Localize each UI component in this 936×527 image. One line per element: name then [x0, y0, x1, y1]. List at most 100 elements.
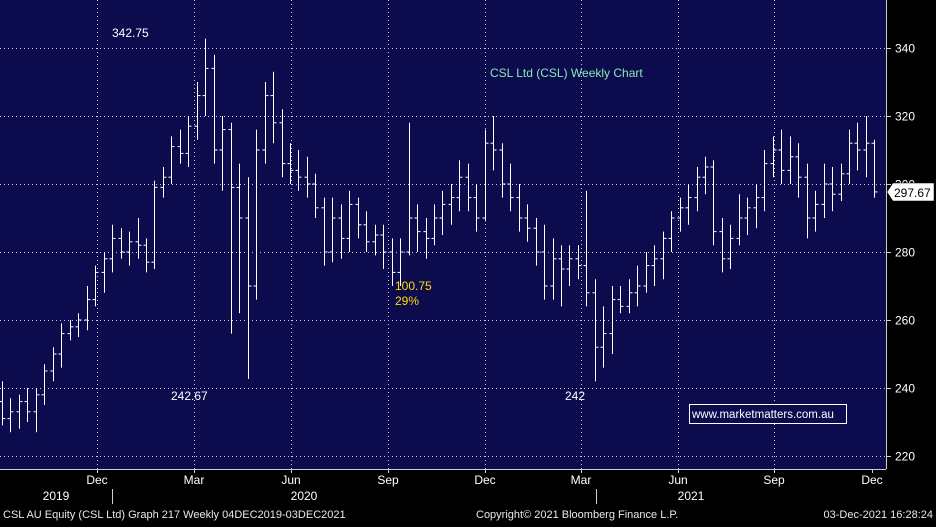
x-axis: Dec Mar Jun Sep Dec Mar Jun Sep Dec 2019 2020 2021	[0, 469, 886, 504]
ohlc-bar	[380, 224, 387, 269]
ohlc-bar	[694, 167, 701, 212]
ohlc-bar	[228, 122, 235, 334]
ohlc-bar	[482, 129, 489, 222]
ohlc-bar	[550, 238, 557, 300]
ohlc-bar	[685, 184, 692, 225]
x-month-label: Jun	[668, 473, 687, 487]
ohlc-bar	[448, 184, 455, 225]
ohlc-bar	[575, 245, 582, 280]
x-month-label: Mar	[184, 473, 205, 487]
ohlc-bar	[634, 265, 641, 307]
ohlc-bar	[338, 204, 345, 259]
ohlc-bar	[16, 394, 23, 429]
x-month-label: Dec	[861, 473, 882, 487]
x-month-label: Sep	[377, 473, 399, 487]
ohlc-bar	[770, 136, 777, 178]
footer-left: CSL AU Equity (CSL Ltd) Graph 217 Weekly…	[3, 509, 346, 521]
chart-annotation: 29%	[395, 294, 419, 308]
ohlc-bar	[414, 204, 421, 252]
ohlc-bar	[846, 129, 853, 184]
ohlc-bar	[202, 38, 209, 116]
ohlc-bar	[346, 190, 353, 252]
ohlc-bar	[329, 197, 336, 263]
ohlc-bar	[160, 167, 167, 198]
ohlc-bar	[668, 211, 675, 252]
ohlc-bar	[795, 143, 802, 198]
chart-annotation: 242	[565, 389, 585, 403]
ohlc-bar	[609, 286, 616, 354]
ohlc-bar	[423, 218, 430, 259]
ohlc-bar	[473, 184, 480, 232]
x-month-label: Jun	[281, 473, 300, 487]
ohlc-bar	[821, 163, 828, 218]
price-bars	[0, 38, 878, 433]
y-tick-label: 320	[895, 110, 915, 124]
ohlc-bar	[355, 197, 362, 239]
ohlc-bar	[626, 279, 633, 314]
ohlc-bar	[295, 150, 302, 191]
ohlc-bar	[702, 156, 709, 195]
ohlc-bar	[499, 143, 506, 198]
ohlc-bar	[84, 286, 91, 331]
y-tick-label: 280	[895, 246, 915, 260]
ohlc-bar	[854, 122, 861, 171]
ohlc-bar	[304, 156, 311, 198]
ohlc-bar	[109, 224, 116, 273]
x-month-label: Dec	[86, 473, 107, 487]
ohlc-bar	[753, 184, 760, 229]
ohlc-bar	[541, 224, 548, 300]
ohlc-bar	[651, 245, 658, 286]
ohlc-bar	[533, 218, 540, 266]
ohlc-bar	[406, 122, 413, 256]
ohlc-bar	[177, 129, 184, 164]
x-month-label: Mar	[571, 473, 592, 487]
ohlc-bar	[583, 190, 590, 307]
watermark-text: www.marketmatters.com.au	[691, 409, 834, 421]
ohlc-bar	[744, 197, 751, 235]
last-price-flag: 297.67	[886, 182, 935, 202]
ohlc-bar	[101, 252, 108, 293]
ohlc-bar	[812, 190, 819, 232]
ohlc-bar	[0, 381, 6, 426]
ohlc-bar	[279, 109, 286, 178]
ohlc-bar	[710, 160, 717, 246]
ohlc-bar	[151, 180, 158, 269]
chart-title: CSL Ltd (CSL) Weekly Chart	[490, 66, 643, 80]
ohlc-bar	[558, 245, 565, 307]
footer-bar	[0, 505, 936, 522]
ohlc-bar	[321, 197, 328, 266]
ohlc-bar	[736, 194, 743, 246]
ohlc-bar	[761, 150, 768, 212]
ohlc-bar	[490, 116, 497, 171]
ohlc-bar	[287, 143, 294, 184]
footer-center: Copyright© 2021 Bloomberg Finance L.P.	[476, 509, 678, 521]
ohlc-bar	[219, 116, 226, 191]
ohlc-bar	[270, 71, 277, 144]
ohlc-bar	[838, 163, 845, 201]
ohlc-bar	[135, 218, 142, 259]
ohlc-bar	[389, 238, 396, 286]
ohlc-bar	[719, 218, 726, 273]
ohlc-bar	[439, 190, 446, 235]
y-tick-label: 220	[895, 450, 915, 464]
ohlc-bar	[168, 136, 175, 184]
ohlc-bar	[592, 279, 599, 382]
ohlc-bar	[312, 173, 319, 218]
ohlc-bar	[643, 252, 650, 293]
ohlc-bar	[24, 388, 31, 422]
ohlc-bar	[524, 204, 531, 242]
ohlc-bar	[33, 388, 40, 433]
y-tick-label: 340	[895, 42, 915, 56]
ohlc-bar	[67, 320, 74, 341]
watermark-box[interactable]: www.marketmatters.com.au	[689, 404, 847, 424]
x-year-label: 2019	[43, 489, 70, 503]
ohlc-bar	[507, 163, 514, 212]
ohlc-bar	[211, 54, 218, 164]
ohlc-bar	[41, 364, 48, 405]
ohlc-bar	[194, 82, 201, 140]
ohlc-bar	[126, 231, 133, 266]
ohlc-bar	[871, 139, 878, 198]
ohlc-bar	[566, 245, 573, 286]
